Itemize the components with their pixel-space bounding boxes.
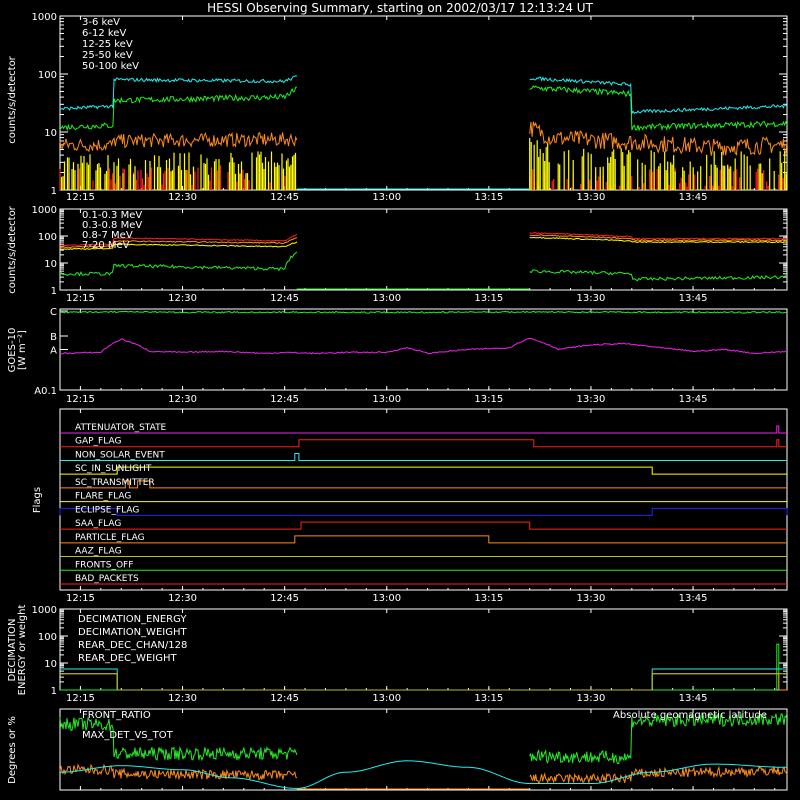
x-tick-label: 13:15 [474, 293, 503, 304]
x-tick-label: 12:45 [270, 394, 299, 405]
x-tick-label: 13:30 [577, 394, 606, 405]
flag-label: GAP_FLAG [75, 437, 121, 447]
x-tick-label: 12:45 [270, 593, 299, 604]
x-tick-label: 12:30 [168, 293, 197, 304]
y-tick-label: 100 [38, 232, 57, 243]
legend-entry: 6-12 keV [82, 28, 126, 39]
flag-label: ATTENUATOR_STATE [75, 423, 167, 433]
legend-entry: DECIMATION_WEIGHT [78, 627, 187, 638]
flag-label: PARTICLE_FLAG [75, 533, 145, 543]
flag-label: NON_SOLAR_EVENT [75, 450, 165, 460]
y-tick-label: A0.1 [34, 386, 57, 397]
x-tick-label: 13:15 [474, 394, 503, 405]
x-tick-label: 13:30 [577, 192, 606, 203]
x-tick-label: 12:15 [66, 293, 95, 304]
x-tick-label: 13:30 [577, 593, 606, 604]
x-tick-label: 13:00 [372, 693, 401, 704]
legend-entry: 3-6 keV [82, 17, 120, 28]
x-tick-label: 12:15 [66, 693, 95, 704]
y-axis-label: counts/s/detector [7, 55, 18, 143]
flag-label: FLARE_FLAG [75, 492, 131, 502]
x-tick-label: 12:45 [270, 293, 299, 304]
x-tick-label: 12:15 [66, 394, 95, 405]
y-tick-label: C [50, 307, 57, 318]
x-tick-label: 12:30 [168, 693, 197, 704]
y-tick-label: 10 [44, 259, 57, 270]
y-tick-label: 10 [44, 659, 57, 670]
x-tick-label: 12:15 [66, 192, 95, 203]
y-axis-label: counts/s/detector [7, 205, 18, 293]
y-tick-label: 1 [51, 286, 57, 297]
observing-summary-chart: HESSI Observing Summary, starting on 200… [0, 0, 800, 800]
y-tick-label: 1000 [32, 205, 57, 216]
y-tick-label: 1 [51, 186, 57, 197]
y-axis-label-2: ENERGY or weight [17, 605, 28, 696]
flag-label: SC_TRANSMITTER [75, 478, 155, 488]
legend-entry: 7-20 MeV [82, 240, 130, 251]
legend-entry: DECIMATION_ENERGY [78, 614, 187, 625]
legend-entry: 25-50 keV [82, 50, 133, 61]
x-tick-label: 12:30 [168, 394, 197, 405]
x-tick-label: 13:45 [679, 593, 708, 604]
flag-label: FRONTS_OFF [75, 560, 133, 570]
y-tick-label: 1000 [32, 12, 57, 23]
legend-entry: FRONT_RATIO [82, 710, 151, 721]
x-tick-label: 13:15 [474, 192, 503, 203]
flag-label: SC_IN_SUNLIGHT [75, 464, 152, 474]
y-tick-label: 100 [38, 632, 57, 643]
x-tick-label: 13:45 [679, 693, 708, 704]
x-tick-label: 12:30 [168, 192, 197, 203]
y-tick-label: 10 [44, 128, 57, 139]
legend-entry: REAR_DEC_WEIGHT [78, 653, 177, 664]
y-tick-label: 1000 [32, 605, 57, 616]
x-tick-label: 12:15 [66, 593, 95, 604]
x-tick-label: 13:00 [372, 394, 401, 405]
legend-entry: 50-100 keV [82, 61, 139, 72]
x-tick-label: 13:00 [372, 593, 401, 604]
x-tick-label: 13:45 [679, 192, 708, 203]
flag-label: ECLIPSE_FLAG [75, 505, 139, 515]
x-tick-label: 12:45 [270, 192, 299, 203]
x-tick-label: 13:30 [577, 693, 606, 704]
y-axis-label: Degrees or % [7, 716, 18, 784]
x-tick-label: 12:30 [168, 593, 197, 604]
x-tick-label: 13:45 [679, 293, 708, 304]
x-tick-label: 13:15 [474, 593, 503, 604]
legend-entry: Absolute geomagnetic latitude [613, 710, 767, 721]
x-tick-label: 13:45 [679, 394, 708, 405]
y-tick-label: B [50, 332, 57, 343]
chart-title: HESSI Observing Summary, starting on 200… [207, 1, 593, 15]
legend-entry: MAX_DET_VS_TOT [82, 730, 174, 741]
flag-label: BAD_PACKETS [75, 574, 139, 584]
x-tick-label: 13:00 [372, 192, 401, 203]
x-tick-label: 13:00 [372, 293, 401, 304]
x-tick-label: 12:45 [270, 693, 299, 704]
y-tick-label: 1 [51, 686, 57, 697]
flag-label: AAZ_FLAG [75, 547, 122, 557]
legend-entry: 12-25 keV [82, 39, 133, 50]
legend-entry: REAR_DEC_CHAN/128 [78, 640, 187, 651]
y-axis-label: Flags [32, 487, 43, 513]
flag-label: SAA_FLAG [75, 519, 121, 529]
y-tick-label: 100 [38, 70, 57, 81]
y-axis-label-2: [W m⁻²] [17, 330, 28, 370]
x-tick-label: 13:15 [474, 693, 503, 704]
x-tick-label: 13:30 [577, 293, 606, 304]
y-tick-label: A [50, 346, 57, 357]
